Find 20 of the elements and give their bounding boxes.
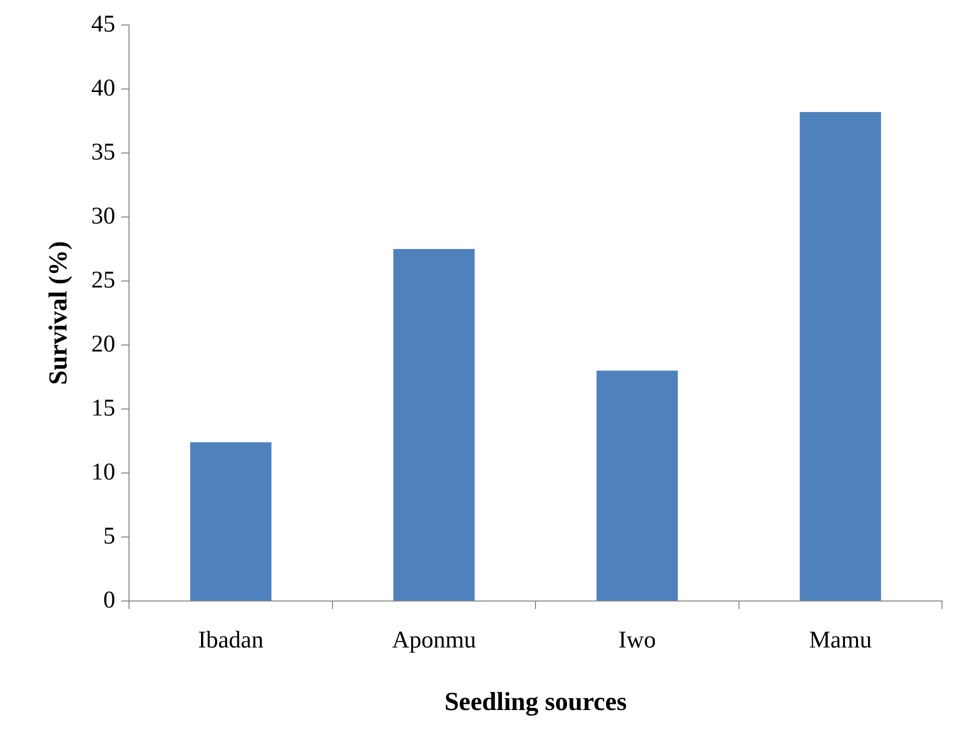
y-tick-label: 15 <box>91 395 116 422</box>
x-tick-label: Iwo <box>618 628 656 654</box>
x-axis-title: Seedling sources <box>444 687 627 716</box>
y-tick-label: 25 <box>91 267 116 294</box>
y-tick-label: 30 <box>91 203 116 230</box>
y-tick-label: 10 <box>91 459 116 486</box>
y-tick-label: 5 <box>103 523 116 550</box>
y-tick-label: 35 <box>91 139 116 166</box>
y-tick-label: 0 <box>103 587 116 614</box>
y-tick-label: 20 <box>91 331 116 358</box>
y-axis-title: Survival (%) <box>43 241 72 385</box>
y-tick-label: 40 <box>91 75 116 102</box>
bar <box>393 249 475 600</box>
y-tick-label: 45 <box>91 11 116 38</box>
bar <box>190 442 272 600</box>
bar <box>596 370 678 600</box>
x-tick-label: Aponmu <box>392 628 476 654</box>
bar <box>800 112 882 600</box>
x-tick-label: Mamu <box>809 628 872 654</box>
x-tick-label: Ibadan <box>198 628 264 654</box>
